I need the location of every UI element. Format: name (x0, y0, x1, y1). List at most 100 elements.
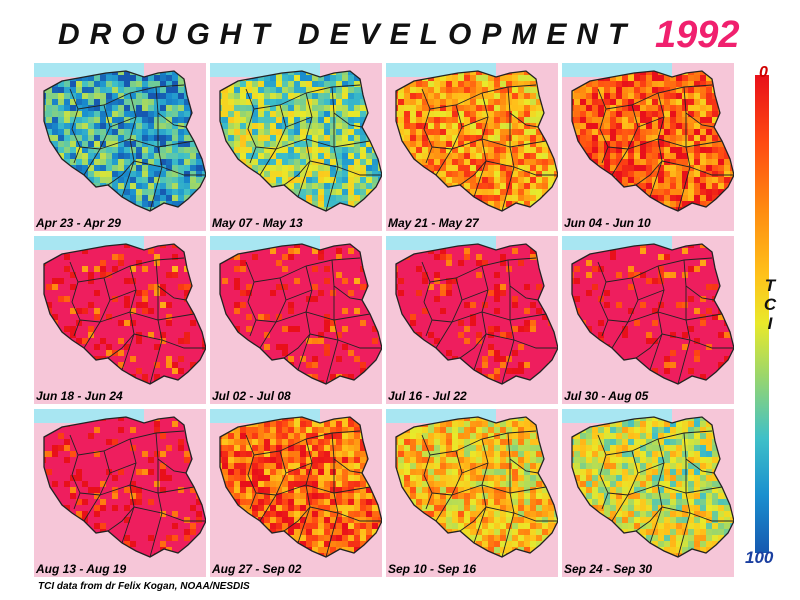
poland-tci-map (210, 236, 382, 404)
country-border (219, 416, 382, 558)
map-panel: Apr 23 - Apr 29 (34, 63, 206, 231)
region-border (331, 432, 363, 474)
colorbar-top-value: 0 (759, 64, 768, 81)
region-border (459, 333, 487, 359)
region-border (309, 506, 382, 522)
region-border (637, 116, 665, 128)
region-border (485, 160, 558, 176)
region-border (109, 116, 137, 128)
colorbar-title: T C I (760, 276, 780, 333)
region-border (459, 506, 487, 532)
region-border (459, 160, 487, 186)
region-border (435, 277, 463, 349)
region-border (451, 484, 547, 496)
region-border (501, 113, 515, 212)
region-border (607, 146, 629, 150)
region-border (155, 432, 187, 474)
year-label: 1992 (655, 14, 740, 56)
map-panel: Aug 27 - Sep 02 (210, 409, 382, 577)
region-border (501, 459, 515, 558)
region-border (607, 319, 629, 323)
region-border (485, 333, 558, 349)
map-panel: Sep 10 - Sep 16 (386, 409, 558, 577)
region-border (133, 160, 206, 176)
region-border (107, 506, 135, 532)
poland-tci-map (34, 236, 206, 404)
region-border (99, 138, 195, 150)
panel-date-label: May 21 - May 27 (388, 216, 479, 230)
country-border (395, 416, 558, 558)
region-border (109, 289, 137, 301)
panel-date-label: Jul 30 - Aug 05 (564, 389, 649, 403)
panel-date-label: May 07 - May 13 (212, 216, 303, 230)
region-border (133, 333, 206, 349)
region-border (109, 462, 137, 474)
page-title: DROUGHT DEVELOPMENT (58, 18, 637, 51)
poland-tci-map (562, 63, 734, 231)
region-border (635, 160, 663, 186)
map-panel: Jun 04 - Jun 10 (562, 63, 734, 231)
country-border (43, 70, 206, 212)
region-border (607, 492, 629, 496)
region-border (677, 459, 691, 558)
region-border (507, 86, 539, 128)
region-border (79, 319, 101, 323)
region-border (461, 116, 489, 128)
panel-date-label: Jul 16 - Jul 22 (388, 389, 467, 403)
region-border (83, 277, 111, 349)
region-border (331, 259, 363, 301)
region-border (431, 319, 453, 323)
region-border (99, 484, 195, 496)
poland-tci-map (210, 63, 382, 231)
region-border (627, 484, 723, 496)
region-border (133, 506, 206, 522)
panel-date-label: Apr 23 - Apr 29 (36, 216, 121, 230)
poland-tci-map (562, 409, 734, 577)
region-border (259, 277, 287, 349)
region-border (507, 432, 539, 474)
region-border (155, 86, 187, 128)
region-border (255, 146, 277, 150)
country-border (219, 243, 382, 385)
country-border (219, 70, 382, 212)
region-border (435, 450, 463, 522)
region-border (245, 88, 257, 164)
poland-tci-map (386, 63, 558, 231)
region-border (431, 146, 453, 150)
region-border (661, 506, 734, 522)
region-border (421, 88, 433, 164)
country-border (395, 243, 558, 385)
map-panel: Jul 30 - Aug 05 (562, 236, 734, 404)
region-border (107, 160, 135, 186)
region-border (331, 86, 363, 128)
region-border (245, 261, 257, 337)
region-border (501, 286, 515, 385)
panel-date-label: Sep 10 - Sep 16 (388, 562, 477, 576)
region-border (149, 286, 163, 385)
colorbar-title-letter: T (764, 276, 776, 295)
region-border (69, 434, 81, 510)
region-border (683, 432, 715, 474)
panel-date-label: Aug 27 - Sep 02 (212, 562, 302, 576)
country-border (43, 416, 206, 558)
tci-colorbar (755, 75, 769, 553)
region-border (83, 104, 111, 176)
map-panel: Sep 24 - Sep 30 (562, 409, 734, 577)
region-border (507, 259, 539, 301)
colorbar-title-letter: I (767, 314, 773, 333)
region-border (635, 506, 663, 532)
poland-tci-map (34, 63, 206, 231)
region-border (283, 160, 311, 186)
region-border (79, 146, 101, 150)
region-border (309, 333, 382, 349)
region-border (107, 333, 135, 359)
country-border (571, 416, 734, 558)
data-credit: TCI data from dr Felix Kogan, NOAA/NESDI… (38, 581, 250, 592)
region-border (275, 484, 371, 496)
region-border (325, 286, 339, 385)
colorbar-bottom-value: 100 (745, 548, 774, 567)
region-border (461, 462, 489, 474)
region-border (245, 434, 257, 510)
panel-date-label: Jul 02 - Jul 08 (212, 389, 291, 403)
panel-date-label: Aug 13 - Aug 19 (36, 562, 127, 576)
